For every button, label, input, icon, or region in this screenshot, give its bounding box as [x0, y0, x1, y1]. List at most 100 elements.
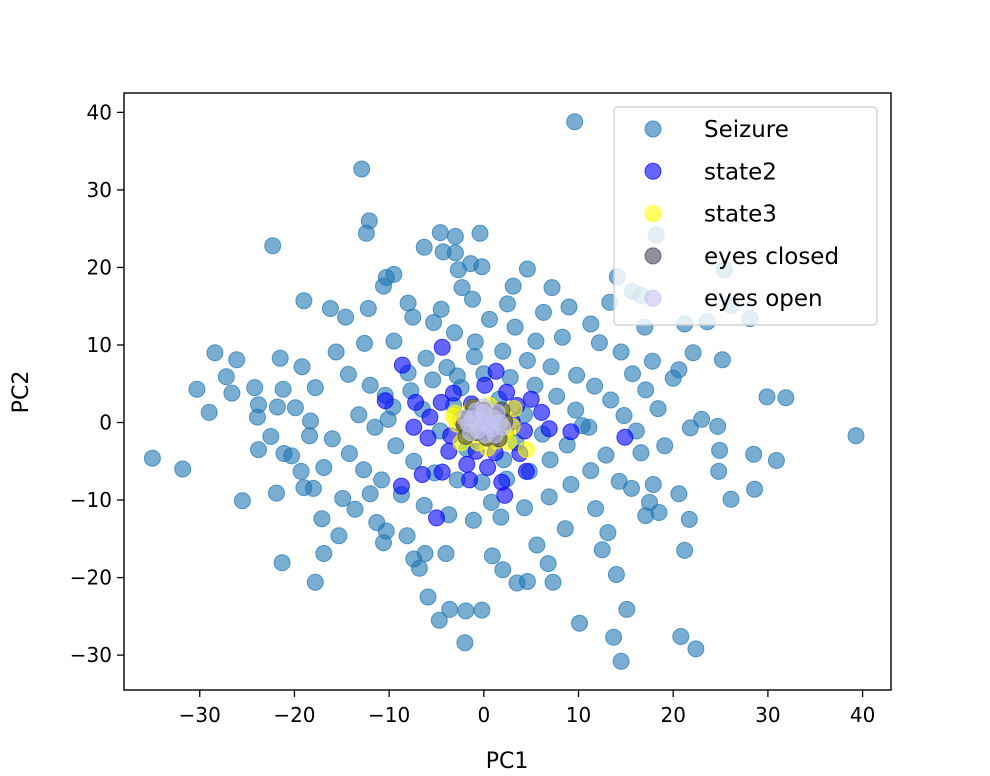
data-point [597, 446, 615, 464]
data-point [293, 358, 311, 376]
data-point [713, 351, 731, 369]
data-point [568, 366, 586, 384]
data-point [405, 418, 423, 436]
legend-marker [644, 289, 662, 307]
data-point [632, 444, 650, 462]
y-tick-label: 40 [87, 100, 112, 124]
x-tick-label: 40 [850, 703, 875, 727]
data-point [461, 471, 479, 489]
data-point [206, 344, 224, 362]
data-point [419, 588, 437, 606]
data-point [518, 573, 536, 590]
data-point [746, 480, 764, 498]
x-tick-label: 0 [477, 703, 490, 727]
data-point [315, 459, 333, 476]
data-point [599, 524, 617, 542]
data-point [271, 349, 289, 367]
data-point [582, 462, 600, 480]
data-point [339, 365, 357, 383]
data-point [593, 541, 611, 559]
data-point [567, 401, 585, 419]
y-tick-label: 30 [87, 178, 112, 202]
x-axis-label: PC1 [486, 749, 529, 774]
data-point [540, 488, 558, 506]
data-point [498, 383, 516, 401]
data-point [379, 410, 397, 428]
data-point [433, 338, 451, 356]
data-point [649, 400, 667, 418]
data-point [430, 611, 448, 629]
data-point [453, 279, 471, 297]
data-point [709, 417, 727, 435]
data-point [315, 545, 333, 562]
data-point [465, 348, 483, 366]
data-point [246, 379, 264, 397]
y-tick-label: −20 [70, 566, 112, 590]
data-point [590, 334, 608, 352]
data-point [618, 600, 636, 618]
data-point [587, 500, 605, 518]
data-point [518, 260, 536, 278]
data-point [387, 437, 405, 455]
data-point [323, 430, 341, 448]
data-point [641, 493, 658, 511]
data-point [456, 634, 474, 652]
data-point [517, 462, 535, 480]
data-point [539, 555, 557, 573]
data-point [506, 318, 524, 336]
data-point [516, 499, 533, 517]
data-point [676, 541, 694, 559]
legend-label: state3 [704, 202, 777, 228]
data-point [268, 484, 285, 502]
data-point [496, 486, 514, 504]
data-point [428, 509, 445, 527]
data-point [517, 441, 535, 459]
data-point [353, 160, 371, 178]
data-point [441, 600, 459, 618]
legend-label: eyes open [704, 286, 823, 312]
data-point [548, 387, 566, 405]
data-point [471, 224, 489, 242]
data-point [432, 300, 450, 318]
data-point [710, 462, 728, 480]
data-point [528, 536, 546, 554]
legend: Seizure state2 state3 eyes closed eyes open [613, 106, 878, 326]
series-eyes-open [456, 398, 512, 444]
data-point [445, 384, 462, 402]
data-point [350, 406, 368, 424]
data-point [610, 472, 628, 490]
data-point [407, 393, 425, 411]
x-tick-label: −30 [179, 703, 221, 727]
data-point [494, 418, 512, 436]
data-point [543, 279, 561, 297]
data-point [483, 547, 501, 565]
data-point [535, 303, 552, 321]
data-point [499, 295, 516, 313]
data-point [711, 441, 729, 459]
data-point [361, 376, 379, 394]
data-point [458, 455, 476, 473]
data-point [359, 300, 377, 317]
data-point [301, 427, 319, 445]
data-point [501, 369, 519, 386]
data-point [437, 545, 455, 562]
data-point [385, 265, 403, 283]
data-point [405, 550, 423, 568]
data-point [656, 437, 674, 455]
data-point [399, 294, 417, 312]
data-point [217, 368, 235, 386]
data-point [687, 640, 705, 658]
data-point [392, 477, 410, 495]
data-point [330, 527, 348, 545]
data-point [670, 485, 688, 503]
data-point [475, 398, 493, 416]
data-point [722, 490, 740, 508]
data-point [415, 497, 433, 514]
data-point [602, 391, 620, 409]
data-point [462, 424, 480, 442]
data-point [446, 227, 464, 245]
data-point [680, 510, 698, 528]
data-point [357, 224, 375, 242]
